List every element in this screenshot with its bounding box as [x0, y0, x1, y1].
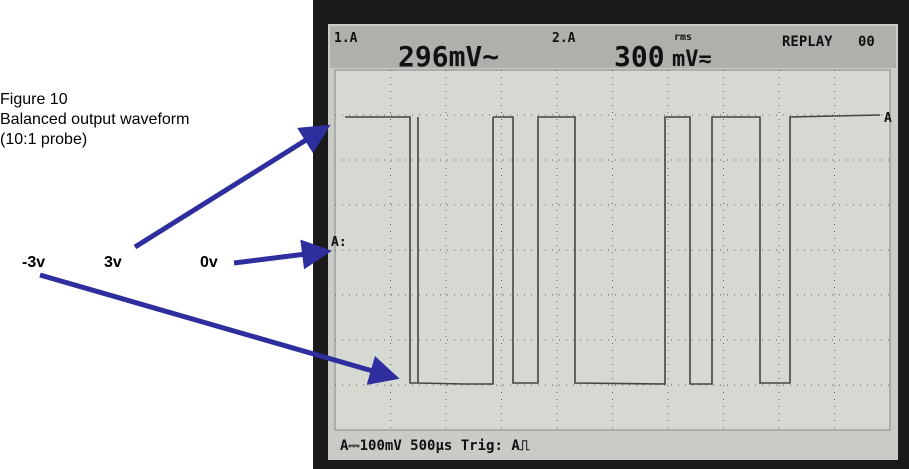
marker-left: A: — [331, 235, 347, 250]
page: Figure 10 Balanced output waveform (10:1… — [0, 0, 909, 469]
ch2-label: 2.A — [552, 31, 576, 46]
ch2-reading: 300 — [614, 40, 665, 73]
scope-figure: 1.A 296mV~ 2.A 300 rms mV≂ REPLAY 00 A A… — [0, 0, 909, 469]
marker-right: A — [884, 111, 892, 126]
ch1-reading: 296mV~ — [398, 40, 499, 73]
mode-label: REPLAY — [782, 34, 833, 50]
rms-label: rms — [674, 32, 692, 43]
ch1-label: 1.A — [334, 31, 358, 46]
ch2-unit: mV≂ — [672, 47, 712, 72]
status-line: A⎓100mV 500µs Trig: A⎍ — [340, 438, 530, 454]
counter: 00 — [858, 34, 875, 50]
